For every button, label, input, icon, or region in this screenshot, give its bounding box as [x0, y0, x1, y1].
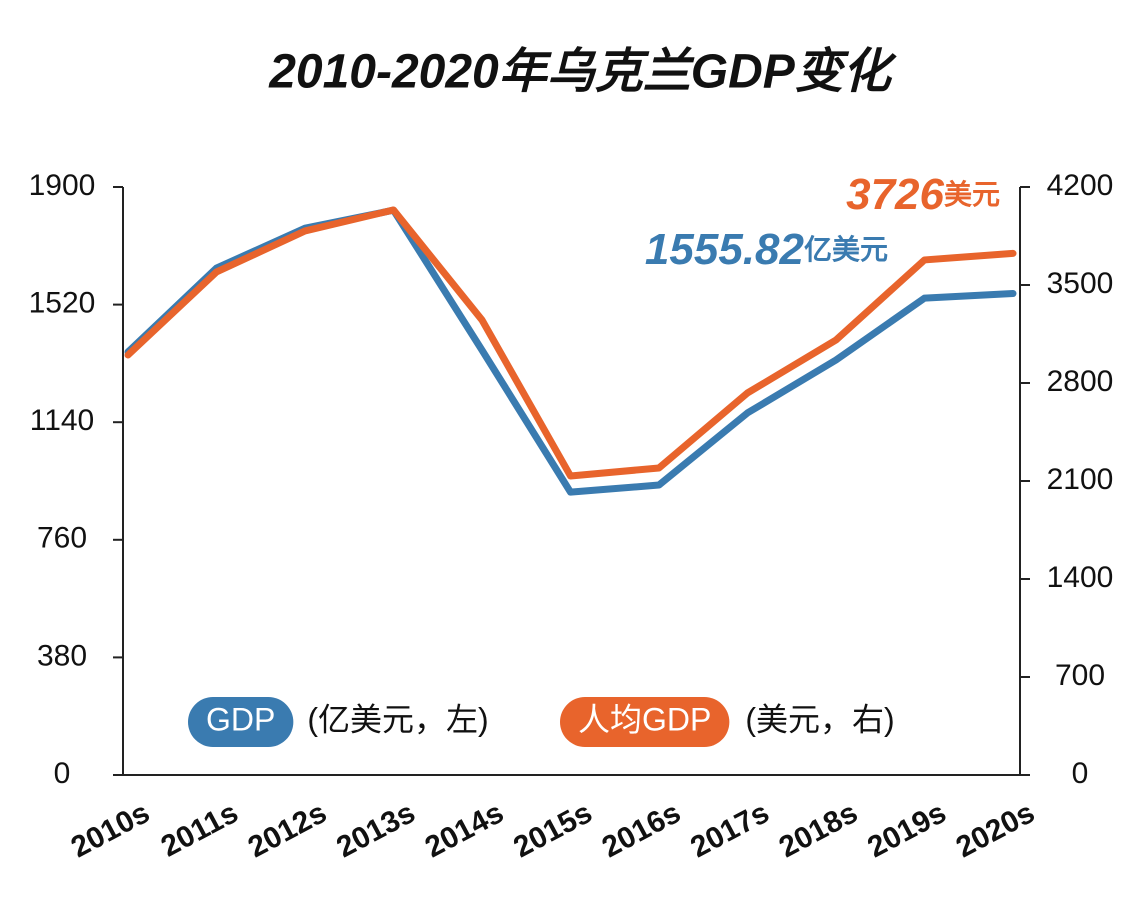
x-tick-label: 2015s [508, 796, 597, 864]
legend-swatch [560, 697, 730, 747]
legend-label: 人均GDP [578, 701, 711, 737]
x-tick-label: 2020s [951, 796, 1040, 864]
y2-tick-label: 2100 [1047, 463, 1114, 496]
annotation-unit: 亿美元 [804, 234, 888, 265]
y2-tick-label: 4200 [1047, 169, 1114, 202]
y-tick-label: 380 [37, 639, 87, 672]
y-tick-label: 0 [54, 757, 71, 790]
annotation: 3726美元 [846, 170, 1000, 219]
x-tick-label: 2016s [597, 796, 686, 864]
series-line [124, 206, 1017, 480]
y-tick-label: 1900 [29, 169, 96, 202]
legend-unit: (美元，右) [745, 701, 894, 737]
legend-unit: (亿美元，左) [307, 701, 488, 737]
x-tick-label: 2017s [685, 796, 774, 864]
x-tick-label: 2019s [862, 796, 951, 864]
legend-item: GDP (亿美元，左) [188, 697, 489, 747]
x-tick-label: 2013s [331, 796, 420, 864]
annotation-value: 1555.82 [645, 225, 805, 274]
x-tick-label: 2018s [774, 796, 863, 864]
annotation: 1555.82亿美元 [645, 225, 888, 274]
annotation-unit: 美元 [944, 179, 1000, 210]
y2-tick-label: 1400 [1047, 561, 1114, 594]
y2-tick-label: 0 [1072, 757, 1089, 790]
x-tick-label: 2012s [243, 796, 332, 864]
chart-title: 2010-2020年乌克兰GDP变化 [268, 46, 897, 99]
legend-swatch [188, 697, 294, 747]
y2-tick-label: 700 [1055, 659, 1105, 692]
legend-item: 人均GDP (美元，右) [560, 697, 895, 747]
x-tick-label: 2014s [420, 796, 509, 864]
legend-label: GDP [206, 701, 275, 737]
y-tick-label: 1140 [30, 404, 95, 437]
y2-tick-label: 2800 [1047, 365, 1114, 398]
y-tick-label: 760 [37, 522, 87, 555]
y-tick-label: 1520 [29, 287, 96, 320]
annotation-value: 3726 [846, 170, 944, 219]
y2-tick-label: 3500 [1047, 267, 1114, 300]
x-tick-label: 2010s [66, 796, 155, 864]
x-tick-label: 2011s [156, 796, 244, 864]
